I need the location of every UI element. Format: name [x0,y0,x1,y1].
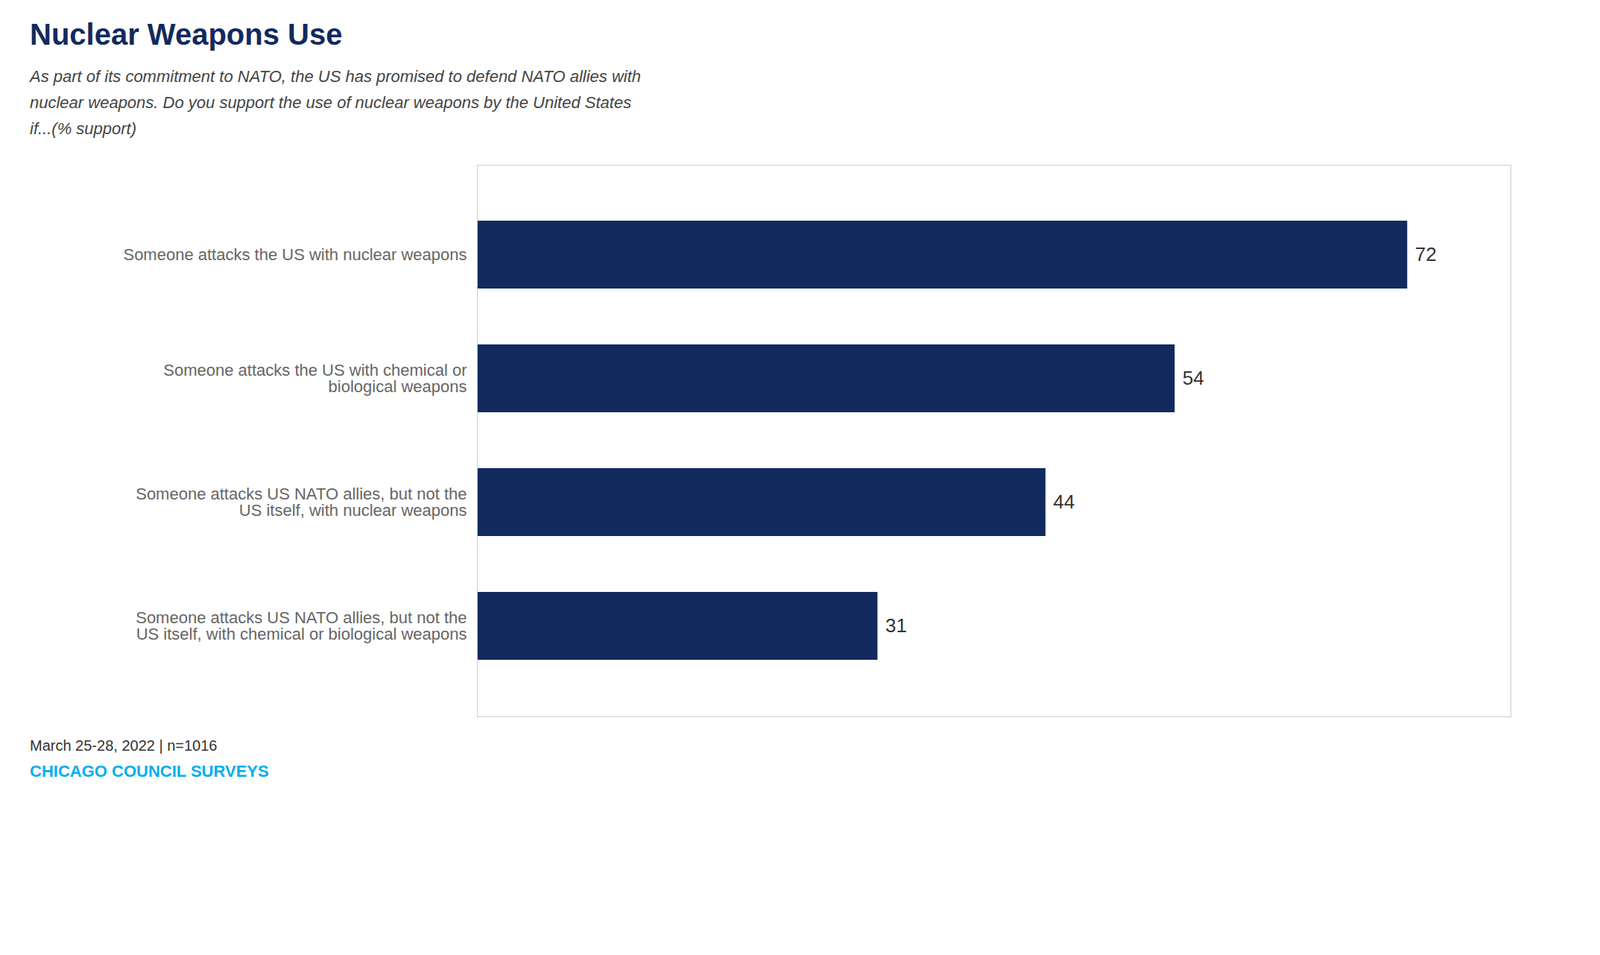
svg-text:54: 54 [1182,366,1205,390]
svg-text:Someone attacks US NATO allies: Someone attacks US NATO allies, but not … [135,484,467,520]
svg-text:Someone attacks the US with nu: Someone attacks the US with nuclear weap… [122,245,467,264]
svg-text:Someone attacks the US with ch: Someone attacks the US with chemical orb… [163,360,467,396]
html-text:Nuclear Weapons Use: Nuclear Weapons Use [29,17,343,51]
svg-text:Someone attacks US NATO allies: Someone attacks US NATO allies, but not … [135,608,467,644]
html-text:CHICAGO COUNCIL SURVEYS: CHICAGO COUNCIL SURVEYS [29,761,269,780]
svg-text:72: 72 [1415,242,1437,266]
svg-text:31: 31 [885,614,907,637]
html-text:As part of its commitment to N: As part of its commitment to NATO, the U… [29,67,641,139]
svg-text:44: 44 [1053,490,1075,513]
html-text:March 25-28, 2022 | n=1016: March 25-28, 2022 | n=1016 [29,736,218,754]
